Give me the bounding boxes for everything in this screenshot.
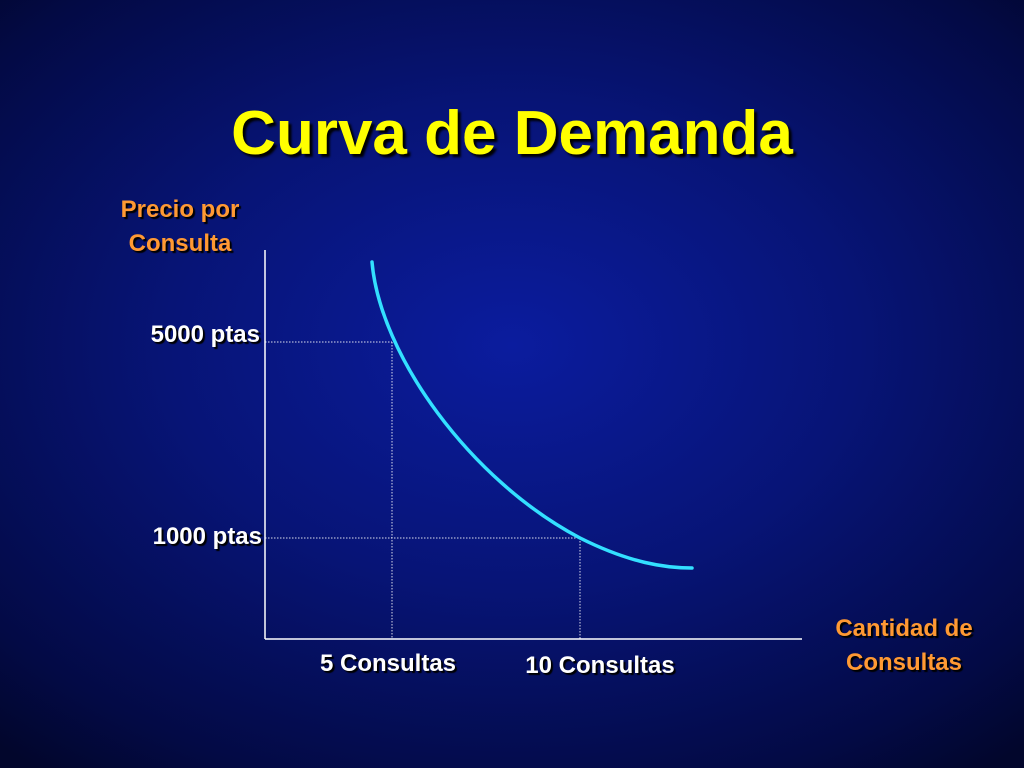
reference-guides: [265, 341, 581, 639]
y-axis-title-line-1: Precio por: [120, 196, 240, 223]
x-tick-label-5: 5 Consultas: [319, 650, 457, 677]
x-tick-label-10: 10 Consultas: [525, 652, 675, 679]
y-tick-label-5000: 5000 ptas: [150, 321, 260, 348]
y-tick-label-1000: 1000 ptas: [152, 523, 262, 550]
slide-title: Curva de Demanda: [231, 99, 793, 168]
y-axis-title: Precio por Consulta: [98, 193, 262, 261]
demand-curve: [370, 260, 694, 570]
x-axis-title-line-2: Consultas: [845, 649, 962, 676]
y-axis-title-line-2: Consulta: [128, 230, 232, 257]
x-axis-title: Cantidad de Consultas: [804, 612, 1004, 680]
x-axis-title-line-1: Cantidad de: [835, 615, 973, 642]
